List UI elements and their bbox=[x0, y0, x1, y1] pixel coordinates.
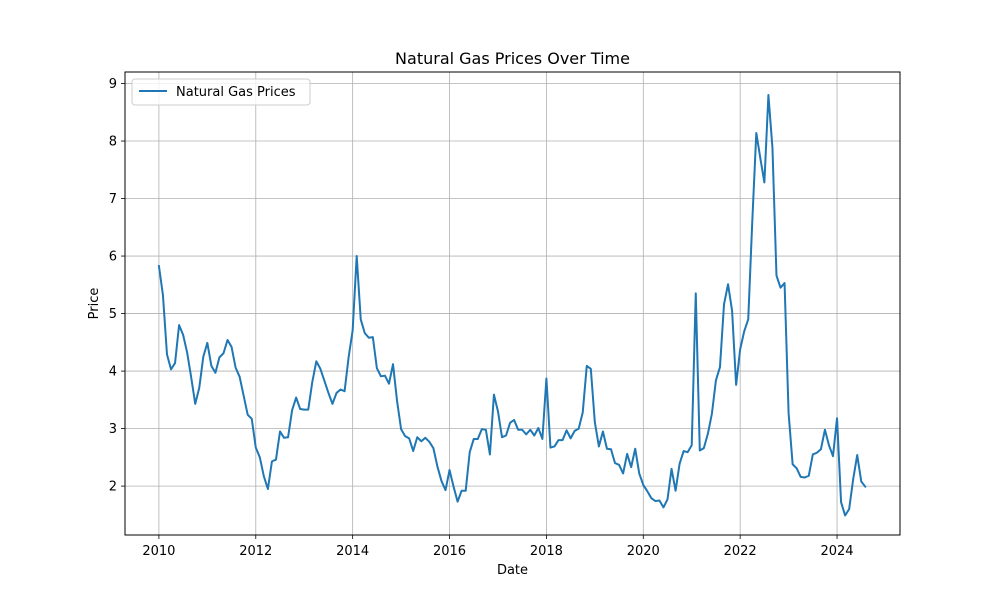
series-line-natural-gas-prices bbox=[157, 94, 867, 517]
legend: Natural Gas Prices bbox=[131, 78, 311, 106]
x-axis: 2010 2012 2014 2016 2018 2020 2022 2024 bbox=[142, 535, 854, 559]
x-tick-label: 2022 bbox=[724, 544, 757, 559]
x-tick-label: 2014 bbox=[336, 544, 369, 559]
y-tick-label: 9 bbox=[109, 77, 117, 92]
y-tick-label: 4 bbox=[109, 365, 117, 380]
legend-label: Natural Gas Prices bbox=[176, 85, 296, 100]
series-layer bbox=[157, 94, 867, 517]
plot-area-frame bbox=[124, 71, 901, 536]
x-tick-label: 2010 bbox=[142, 544, 175, 559]
y-tick-label: 6 bbox=[109, 250, 117, 265]
x-tick-label: 2024 bbox=[820, 544, 853, 559]
y-tick-label: 2 bbox=[109, 480, 117, 495]
y-axis-label: Price bbox=[87, 288, 102, 320]
x-tick-label: 2020 bbox=[627, 544, 660, 559]
y-tick-label: 7 bbox=[109, 192, 117, 207]
x-tick-label: 2018 bbox=[530, 544, 563, 559]
y-tick-label: 5 bbox=[109, 307, 117, 322]
x-tick-label: 2016 bbox=[433, 544, 466, 559]
y-tick-label: 8 bbox=[109, 135, 117, 150]
chart-title: Natural Gas Prices Over Time bbox=[395, 49, 630, 68]
x-tick-label: 2012 bbox=[239, 544, 272, 559]
legend-box bbox=[131, 78, 311, 106]
y-tick-label: 3 bbox=[109, 422, 117, 437]
x-axis-label: Date bbox=[497, 563, 528, 578]
grid-lines bbox=[125, 72, 900, 535]
y-axis: 2 3 4 5 6 7 8 9 bbox=[109, 77, 125, 495]
